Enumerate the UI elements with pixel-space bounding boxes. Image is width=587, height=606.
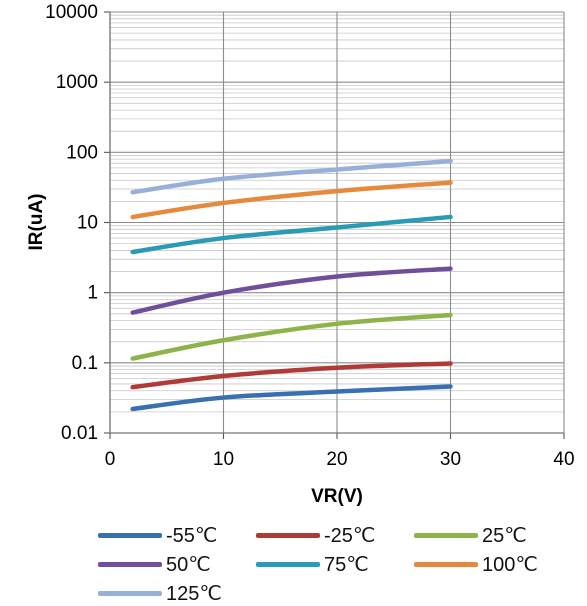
series-lines: [130, 158, 453, 412]
legend-label: 50℃: [166, 553, 211, 576]
y-tick-label: 0.1: [72, 353, 98, 374]
legend-item: -25℃: [256, 522, 375, 548]
y-tick-labels: 0.01 0.1 1 10 100 1000 10000: [45, 2, 98, 444]
legend-item: 50℃: [98, 551, 211, 577]
legend-label: 25℃: [482, 524, 527, 547]
y-tick-label: 0.01: [61, 423, 98, 444]
legend: -55℃ -25℃ 25℃ 50℃ 75℃ 100℃ 125℃: [0, 518, 587, 605]
legend-label: -25℃: [324, 524, 376, 547]
series-line-6: [130, 158, 453, 195]
legend-label: 75℃: [324, 553, 369, 576]
legend-item: 75℃: [256, 551, 369, 577]
y-axis-title: IR(uA): [26, 194, 47, 251]
legend-swatch: [98, 561, 162, 567]
major-gridlines: [104, 11, 565, 439]
y-tick-label: 10: [77, 213, 98, 234]
x-tick-label: 10: [213, 449, 234, 470]
legend-swatch: [414, 532, 478, 538]
x-tick-label: 30: [440, 449, 461, 470]
plot-frame: [109, 12, 564, 434]
series-line-3: [130, 266, 453, 315]
y-tick-label: 100: [66, 142, 98, 163]
legend-swatch: [256, 561, 320, 567]
x-axis-title: VR(V): [311, 486, 363, 507]
series-line-4: [130, 214, 453, 255]
x-tick-label: 40: [553, 449, 574, 470]
y-tick-label: 1: [87, 283, 98, 304]
series-line-0: [130, 384, 453, 412]
legend-item: 100℃: [414, 551, 538, 577]
x-tick-label: 20: [326, 449, 347, 470]
series-line-2: [130, 312, 453, 361]
legend-swatch: [414, 561, 478, 567]
legend-label: 125℃: [166, 582, 222, 605]
legend-swatch: [98, 590, 162, 596]
series-line-1: [130, 361, 453, 390]
y-tick-label: 1000: [56, 72, 98, 93]
legend-item: 25℃: [414, 522, 527, 548]
legend-label: -55℃: [166, 524, 218, 547]
x-tick-labels: 0 10 20 30 40: [105, 449, 575, 470]
series-line-5: [130, 180, 453, 220]
legend-swatch: [98, 532, 162, 538]
x-tick-label: 0: [105, 449, 116, 470]
legend-label: 100℃: [482, 553, 538, 576]
y-tick-label: 10000: [45, 2, 98, 23]
legend-swatch: [256, 532, 320, 538]
legend-item: -55℃: [98, 522, 217, 548]
line-chart: 0.01 0.1 1 10 100 1000 10000 0 10 20 30 40 VR(V) I…: [26, 2, 575, 507]
legend-item: 125℃: [98, 580, 222, 606]
